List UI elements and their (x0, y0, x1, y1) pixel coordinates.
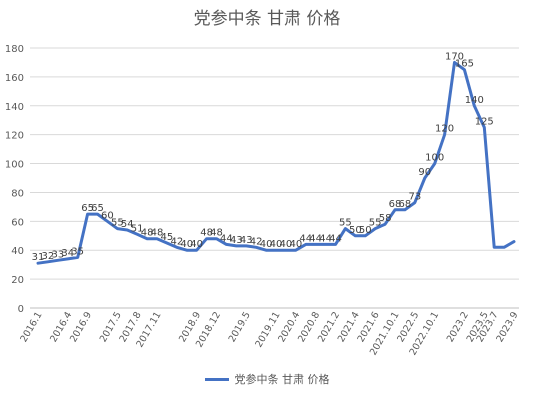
data-label: 35 (71, 246, 84, 257)
y-tick-label: 140 (5, 102, 24, 113)
data-label: 55 (339, 218, 352, 229)
data-label: 73 (408, 192, 421, 203)
chart-title: 党参中条 甘肃 价格 (193, 9, 341, 29)
data-label: 44 (319, 233, 332, 244)
y-tick-label: 120 (5, 131, 24, 142)
data-label: 140 (465, 95, 484, 106)
data-label: 40 (280, 239, 293, 250)
y-tick-label: 160 (5, 73, 24, 84)
data-point (503, 246, 506, 249)
data-label: 65 (81, 203, 94, 214)
data-label: 68 (389, 199, 402, 210)
data-label: 50 (349, 225, 362, 236)
data-label: 100 (425, 153, 444, 164)
data-label: 65 (91, 203, 104, 214)
data-label: 45 (161, 232, 174, 243)
data-label: 44 (309, 233, 322, 244)
data-label: 48 (151, 228, 164, 239)
data-point (493, 246, 496, 249)
data-label: 55 (111, 218, 124, 229)
y-tick-label: 20 (11, 275, 24, 286)
data-label: 58 (379, 213, 392, 224)
legend: 党参中条 甘肃 价格 (0, 371, 534, 387)
y-tick-label: 180 (5, 44, 24, 55)
data-label: 50 (359, 225, 372, 236)
legend-label: 党参中条 甘肃 价格 (234, 373, 330, 386)
data-label: 40 (270, 239, 283, 250)
x-tick-label: 2019.11 (253, 310, 282, 350)
y-tick-label: 40 (11, 246, 24, 257)
data-label: 60 (101, 210, 114, 221)
data-label: 31 (32, 252, 45, 263)
data-label: 54 (121, 219, 134, 230)
data-label: 165 (455, 59, 474, 70)
data-label: 42 (250, 236, 263, 247)
data-label: 48 (141, 228, 154, 239)
data-point (513, 240, 516, 243)
data-label: 90 (418, 167, 431, 178)
data-label: 68 (399, 199, 412, 210)
y-tick-label: 80 (11, 188, 24, 199)
data-label: 40 (190, 239, 203, 250)
y-tick-label: 0 (18, 304, 24, 315)
data-label: 40 (180, 239, 193, 250)
data-label: 44 (329, 233, 342, 244)
data-label: 42 (170, 236, 183, 247)
data-label: 51 (131, 223, 144, 234)
legend-swatch (204, 377, 229, 381)
data-label: 125 (475, 116, 494, 127)
data-label: 48 (200, 228, 213, 239)
y-tick-label: 100 (5, 160, 24, 171)
data-label: 40 (289, 239, 302, 250)
series-line (36, 60, 516, 265)
y-tick-label: 60 (11, 217, 24, 228)
data-label: 33 (51, 249, 64, 260)
data-label: 44 (299, 233, 312, 244)
x-tick-label: 2019.5 (227, 310, 253, 344)
data-label: 34 (61, 248, 74, 259)
data-label: 40 (260, 239, 273, 250)
data-label: 120 (435, 124, 454, 135)
data-label: 32 (42, 251, 55, 262)
data-label: 43 (230, 235, 243, 246)
data-label: 170 (445, 51, 464, 62)
x-tick-label: 2016.1 (18, 310, 44, 344)
data-label: 55 (369, 218, 382, 229)
data-label: 43 (240, 235, 253, 246)
data-label: 48 (210, 228, 223, 239)
data-label: 44 (220, 233, 233, 244)
